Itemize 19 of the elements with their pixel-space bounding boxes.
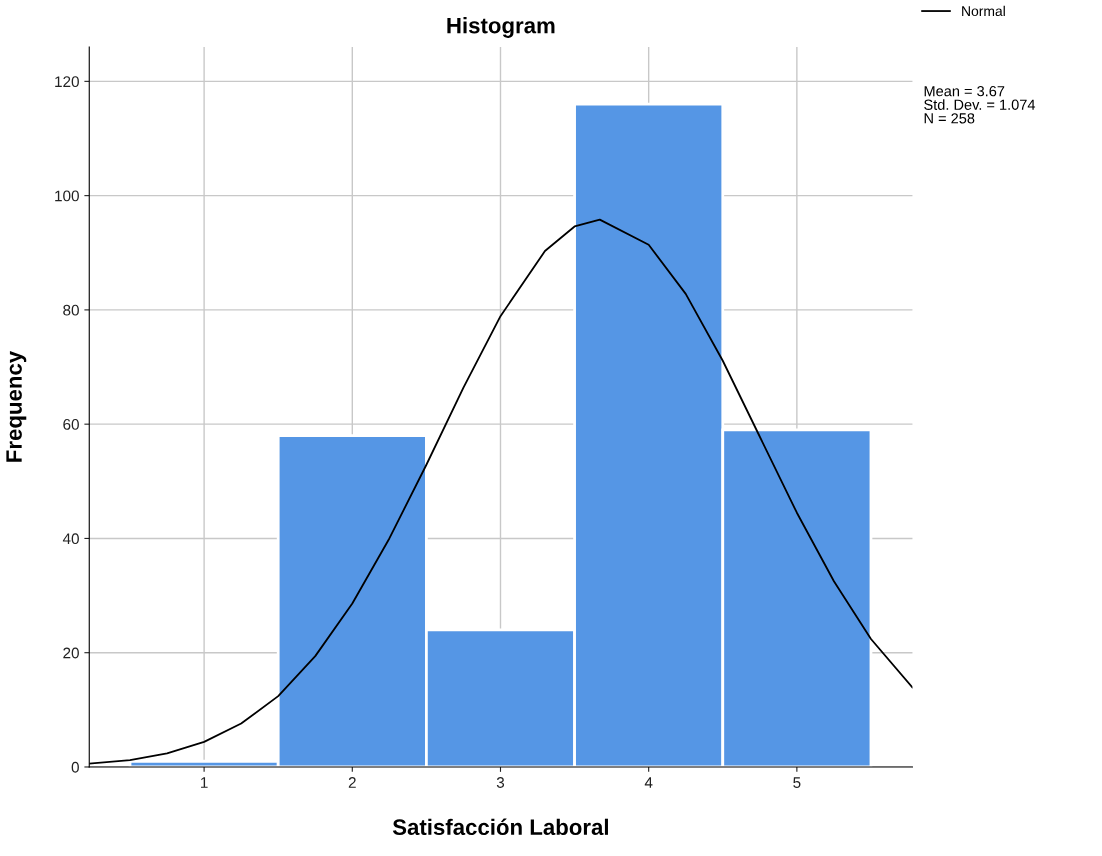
y-axis-title: Frequency [6, 350, 27, 462]
y-tick-label: 120 [55, 76, 79, 88]
x-tick-label: 4 [644, 777, 653, 788]
legend-label: Normal [962, 5, 1005, 17]
chart-title: Histogram [447, 17, 555, 38]
x-tick-label: 2 [348, 777, 356, 788]
text: Std. Dev. = 1.074 [924, 99, 1036, 110]
x-axis-title: Satisfacción Laboral [392, 818, 608, 836]
x-tick-label: 1 [201, 777, 208, 788]
y-tick-label: 20 [63, 647, 79, 659]
y-tick-label: 60 [63, 419, 79, 430]
y-tick-label: 100 [55, 190, 79, 202]
y-tick-label: 40 [62, 533, 79, 545]
y-tick-label: 0 [71, 761, 79, 773]
text: Mean = 3.67 [924, 85, 1005, 97]
text: N = 258 [924, 113, 975, 124]
x-tick-label: 3 [496, 777, 505, 788]
x-tick-label: 5 [793, 777, 801, 788]
y-tick-label: 80 [63, 304, 79, 316]
